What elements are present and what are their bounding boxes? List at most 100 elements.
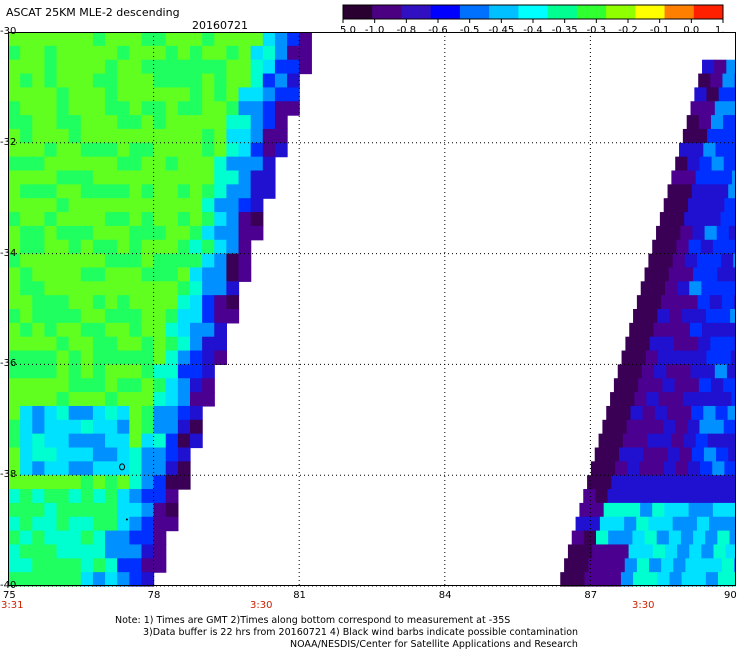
swath-cell bbox=[8, 128, 21, 144]
swath-cell bbox=[141, 45, 155, 61]
swath-cell bbox=[153, 447, 167, 462]
swath-cell bbox=[625, 336, 639, 352]
product-title: ASCAT 25KM MLE-2 descending bbox=[6, 6, 180, 19]
swath-cell bbox=[202, 170, 215, 185]
swath-cell bbox=[8, 516, 21, 532]
swath-cell bbox=[117, 405, 130, 421]
swath-cell bbox=[165, 419, 179, 435]
legend-label: -0.5 bbox=[460, 25, 480, 34]
swath-cell bbox=[20, 170, 33, 185]
swath-cell bbox=[592, 544, 605, 559]
swath-cell bbox=[92, 516, 106, 532]
swath-cell bbox=[92, 489, 106, 504]
swath-cell bbox=[226, 281, 240, 296]
swath-cell bbox=[44, 489, 58, 504]
swath-cell bbox=[190, 73, 203, 88]
swath-cell bbox=[663, 198, 677, 213]
swath-cell bbox=[226, 295, 240, 310]
swath-cell bbox=[117, 544, 130, 559]
swath-cell bbox=[68, 45, 82, 61]
swath-cell bbox=[226, 101, 240, 116]
swath-cell bbox=[117, 128, 130, 144]
swath-cell bbox=[8, 212, 21, 227]
swath-cell bbox=[165, 378, 179, 393]
swath-cell bbox=[105, 170, 118, 185]
swath-cell bbox=[165, 295, 179, 310]
swath-cell bbox=[141, 184, 155, 199]
swath-cell bbox=[8, 267, 21, 282]
swath-cell bbox=[44, 253, 58, 269]
swath-cell bbox=[56, 142, 70, 158]
swath-cell bbox=[165, 45, 179, 61]
swath-cell bbox=[677, 322, 691, 338]
swath-cell bbox=[648, 253, 662, 269]
swath-cell bbox=[153, 502, 167, 518]
swath-cell bbox=[662, 378, 676, 393]
swath-cell bbox=[668, 489, 681, 504]
swath-cell bbox=[190, 405, 203, 421]
swath-cell bbox=[117, 142, 130, 158]
swath-cell bbox=[105, 128, 118, 144]
swath-cell bbox=[728, 225, 736, 241]
swath-cell bbox=[117, 253, 130, 269]
swath-cell bbox=[68, 295, 82, 310]
swath-cell bbox=[68, 115, 82, 130]
swath-cell bbox=[68, 475, 82, 490]
swath-cell bbox=[714, 364, 728, 379]
swath-cell bbox=[153, 253, 167, 269]
swath-cell bbox=[165, 309, 179, 324]
swath-cell bbox=[44, 419, 58, 435]
swath-cell bbox=[226, 142, 240, 158]
swath-cell bbox=[690, 364, 704, 379]
time-label: 3:30 bbox=[250, 600, 273, 611]
swath-cell bbox=[44, 198, 58, 213]
swath-cell bbox=[725, 544, 736, 559]
swath-cell bbox=[704, 489, 718, 504]
swath-cell bbox=[117, 32, 130, 47]
swath-cell bbox=[56, 502, 70, 518]
swath-cell bbox=[190, 212, 203, 227]
swath-cell bbox=[684, 253, 698, 269]
swath-cell bbox=[80, 281, 94, 296]
swath-cell bbox=[141, 170, 155, 185]
swath-cell bbox=[80, 59, 94, 75]
swath-cell bbox=[8, 295, 21, 310]
swath-cell bbox=[68, 59, 82, 75]
swath-cell bbox=[32, 267, 45, 282]
swath-cell bbox=[654, 364, 667, 379]
swath-cell bbox=[613, 378, 627, 393]
swath-cell bbox=[703, 405, 717, 421]
swath-cell bbox=[733, 253, 736, 269]
swath-cell bbox=[214, 198, 227, 213]
swath-cell bbox=[274, 32, 288, 47]
swath-cell bbox=[732, 170, 736, 185]
swath-cell bbox=[287, 45, 300, 61]
swath-cell bbox=[44, 73, 58, 88]
swath-cell bbox=[262, 184, 276, 199]
swath-cell bbox=[214, 309, 227, 324]
swath-cell bbox=[92, 433, 106, 449]
legend-label: -1.0 bbox=[365, 25, 385, 34]
swath-cell bbox=[105, 309, 118, 324]
swath-cell bbox=[190, 433, 203, 449]
swath-cell bbox=[274, 115, 288, 130]
swath-cell bbox=[153, 419, 167, 435]
swath-cell bbox=[129, 239, 143, 255]
swath-cell bbox=[238, 156, 252, 172]
swath-cell bbox=[177, 115, 191, 130]
swath-cell bbox=[80, 530, 94, 546]
swath-cell bbox=[165, 489, 179, 504]
swath-cell bbox=[153, 489, 167, 504]
swath-cell bbox=[177, 184, 191, 199]
swath-cell bbox=[190, 32, 203, 47]
swath-cell bbox=[214, 212, 227, 227]
swath-cell bbox=[250, 59, 264, 75]
swath-cell bbox=[680, 489, 694, 504]
swath-cell bbox=[262, 142, 276, 158]
swath-cell bbox=[706, 87, 720, 102]
swath-cell bbox=[32, 225, 45, 241]
swath-cell bbox=[32, 475, 45, 490]
swath-cell bbox=[20, 281, 33, 296]
swath-cell bbox=[44, 475, 58, 490]
swath-cell bbox=[44, 59, 58, 75]
